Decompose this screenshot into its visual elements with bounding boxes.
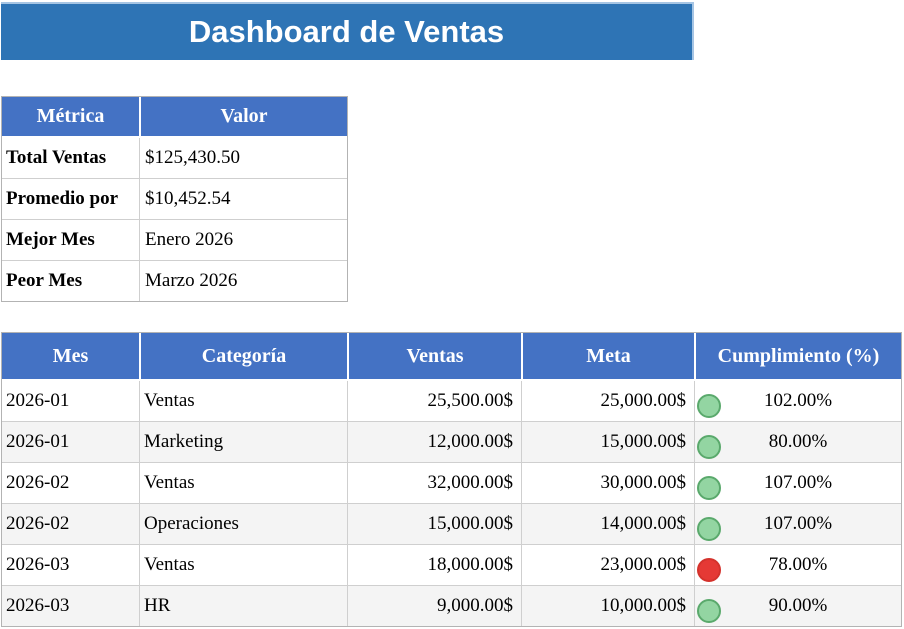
column-header-categoria: Categoría	[139, 333, 347, 381]
ventas-cell: 9,000.00$	[347, 586, 521, 626]
cumplimiento-value: 107.00%	[763, 513, 833, 534]
metric-value-cell: Marzo 2026	[139, 261, 347, 301]
categoria-cell: Ventas	[139, 463, 347, 503]
mes-cell: 2026-03	[6, 554, 70, 575]
mes-cell: 2026-01	[6, 431, 70, 452]
ventas-cell: 32,000.00$	[347, 463, 521, 503]
sales-table-row: 2026-03 Ventas 18,000.00$ 23,000.00$ 78.…	[2, 544, 901, 585]
cumplimiento-value: 90.00%	[768, 595, 828, 616]
status-circle-icon	[697, 558, 721, 582]
column-header-meta: Meta	[521, 333, 694, 381]
metric-name-cell: Peor Mes	[6, 270, 83, 291]
cumplimiento-value: 102.00%	[763, 390, 833, 411]
meta-cell: 15,000.00$	[521, 422, 694, 462]
sales-table-row: 2026-01 Marketing 12,000.00$ 15,000.00$ …	[2, 421, 901, 462]
categoria-cell: HR	[139, 586, 347, 626]
ventas-cell: 18,000.00$	[347, 545, 521, 585]
column-header-mes: Mes	[2, 333, 139, 381]
metric-value-cell: $10,452.54	[139, 179, 347, 219]
cumplimiento-cell: 78.00%	[694, 545, 901, 585]
metrics-header-row: Métrica Valor	[2, 97, 347, 138]
cumplimiento-value: 78.00%	[768, 554, 828, 575]
categoria-cell: Ventas	[139, 545, 347, 585]
sales-table-row: 2026-02 Operaciones 15,000.00$ 14,000.00…	[2, 503, 901, 544]
meta-cell: 23,000.00$	[521, 545, 694, 585]
metric-name-cell: Mejor Mes	[6, 229, 95, 250]
status-circle-icon	[697, 476, 721, 500]
cumplimiento-cell: 80.00%	[694, 422, 901, 462]
column-header-cumplimiento: Cumplimiento (%)	[694, 333, 901, 381]
metric-value-cell: $125,430.50	[139, 138, 347, 178]
dashboard-title-banner: Dashboard de Ventas	[1, 2, 694, 60]
status-circle-icon	[697, 599, 721, 623]
meta-cell: 25,000.00$	[521, 381, 694, 421]
mes-cell: 2026-02	[6, 472, 70, 493]
status-circle-icon	[697, 517, 721, 541]
categoria-cell: Operaciones	[139, 504, 347, 544]
status-circle-icon	[697, 435, 721, 459]
column-header-ventas: Ventas	[347, 333, 521, 381]
sales-table-row: 2026-02 Ventas 32,000.00$ 30,000.00$ 107…	[2, 462, 901, 503]
metric-name-cell: Promedio por	[6, 188, 119, 209]
meta-cell: 14,000.00$	[521, 504, 694, 544]
categoria-cell: Ventas	[139, 381, 347, 421]
sales-table-row: 2026-01 Ventas 25,500.00$ 25,000.00$ 102…	[2, 381, 901, 421]
cumplimiento-cell: 107.00%	[694, 504, 901, 544]
cumplimiento-value: 80.00%	[768, 431, 828, 452]
metrics-table-body: Total Ventas $125,430.50 Promedio por $1…	[2, 138, 347, 301]
cumplimiento-cell: 102.00%	[694, 381, 901, 421]
column-header-valor: Valor	[139, 97, 347, 138]
sales-table: Mes Categoría Ventas Meta Cumplimiento (…	[1, 332, 902, 627]
sales-header-row: Mes Categoría Ventas Meta Cumplimiento (…	[2, 333, 901, 381]
mes-cell: 2026-01	[6, 390, 70, 411]
ventas-cell: 12,000.00$	[347, 422, 521, 462]
sales-table-body: 2026-01 Ventas 25,500.00$ 25,000.00$ 102…	[2, 381, 901, 626]
metric-value-cell: Enero 2026	[139, 220, 347, 260]
mes-cell: 2026-02	[6, 513, 70, 534]
metrics-table: Métrica Valor Total Ventas $125,430.50 P…	[1, 96, 348, 302]
sales-table-row: 2026-03 HR 9,000.00$ 10,000.00$ 90.00%	[2, 585, 901, 626]
column-header-metrica: Métrica	[2, 97, 139, 138]
page-title: Dashboard de Ventas	[188, 14, 505, 49]
categoria-cell: Marketing	[139, 422, 347, 462]
status-circle-icon	[697, 394, 721, 418]
metric-name-cell: Total Ventas	[6, 147, 107, 168]
meta-cell: 30,000.00$	[521, 463, 694, 503]
metrics-table-row: Promedio por $10,452.54	[2, 178, 347, 219]
cumplimiento-cell: 107.00%	[694, 463, 901, 503]
metrics-table-row: Mejor Mes Enero 2026	[2, 219, 347, 260]
cumplimiento-cell: 90.00%	[694, 586, 901, 626]
cumplimiento-value: 107.00%	[763, 472, 833, 493]
mes-cell: 2026-03	[6, 595, 70, 616]
metrics-table-row: Peor Mes Marzo 2026	[2, 260, 347, 301]
ventas-cell: 15,000.00$	[347, 504, 521, 544]
meta-cell: 10,000.00$	[521, 586, 694, 626]
ventas-cell: 25,500.00$	[347, 381, 521, 421]
metrics-table-row: Total Ventas $125,430.50	[2, 138, 347, 178]
